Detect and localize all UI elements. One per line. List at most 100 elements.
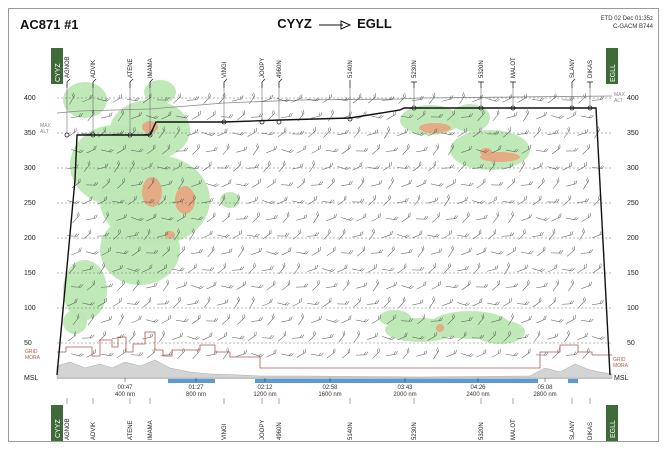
wind-barb-icon — [145, 250, 159, 254]
wind-barb-icon — [532, 97, 545, 101]
wind-barb-icon — [72, 313, 80, 326]
wind-barb-icon — [577, 129, 589, 136]
wind-barb-icon — [71, 113, 83, 118]
waypoint-fork-icon — [92, 78, 97, 88]
wind-barb-icon — [206, 350, 218, 357]
wind-barb-icon — [281, 316, 293, 323]
waypoint-box-bottom: CYYZ — [51, 405, 63, 441]
wind-barb-icon — [158, 126, 166, 139]
turbulence-moderate-area — [436, 324, 444, 332]
wind-barb-icon — [281, 353, 294, 357]
wind-barb-icon — [142, 162, 153, 171]
wind-barb-icon — [101, 316, 113, 323]
wind-barb-icon — [352, 231, 364, 238]
wind-barb-icon — [397, 128, 408, 136]
wind-barb-icon — [387, 245, 395, 257]
wind-barb-icon — [550, 249, 564, 254]
wind-barb-icon — [552, 177, 560, 190]
wind-barb-icon — [326, 348, 336, 359]
wind-barb-icon — [237, 245, 245, 258]
wind-barb-icon — [126, 301, 140, 305]
wind-barb-icon — [448, 245, 454, 258]
waypoint-label-top: AGNOB — [65, 56, 71, 78]
wind-barb-icon — [400, 318, 414, 322]
altitude-label-right: 400 — [627, 95, 639, 102]
wind-barb-icon — [86, 214, 98, 221]
waypoint-fork-icon — [571, 78, 576, 88]
water-segment — [255, 379, 538, 383]
wind-barb-icon — [564, 330, 570, 343]
wind-barb-icon — [277, 196, 288, 205]
wind-barb-icon — [386, 110, 396, 120]
wind-barb-icon — [311, 352, 324, 356]
wind-barb-icon — [576, 198, 589, 203]
wind-barb-icon — [533, 126, 541, 138]
wind-barb-icon — [508, 313, 514, 326]
route-title: CYYZ EGLL — [0, 16, 669, 31]
wind-barb-icon — [547, 129, 559, 136]
wind-barb-icon — [308, 330, 316, 342]
waypoint-label-top: IMAMA — [148, 58, 154, 78]
wind-barb-icon — [398, 296, 406, 308]
wind-barb-icon — [535, 352, 549, 356]
distance-label: 1600 nm — [318, 392, 341, 398]
wind-barb-icon — [307, 301, 320, 305]
wind-barb-icon — [445, 215, 458, 220]
wind-barb-icon — [517, 195, 527, 205]
wind-barb-icon — [447, 143, 455, 156]
wind-barb-icon — [427, 331, 437, 341]
wind-barb-icon — [266, 178, 276, 189]
wind-barb-icon — [491, 145, 502, 154]
wind-barb-icon — [266, 214, 278, 220]
wind-barb-icon — [583, 177, 589, 190]
wind-barb-icon — [337, 195, 347, 206]
wind-barb-icon — [281, 247, 292, 256]
wind-barb-icon — [428, 263, 436, 274]
wind-barb-icon — [114, 160, 120, 173]
wind-barb-icon — [357, 177, 365, 190]
wind-barb-icon — [562, 231, 574, 238]
wind-barb-icon — [246, 164, 259, 169]
wind-barb-icon — [162, 279, 170, 292]
water-segment — [568, 379, 578, 383]
wind-barb-icon — [251, 317, 263, 322]
wind-barb-icon — [218, 194, 226, 207]
wind-barb-icon — [113, 228, 121, 240]
wind-barb-icon — [471, 334, 485, 339]
wind-barb-icon — [326, 213, 337, 221]
wind-barb-icon — [561, 300, 575, 305]
wind-barb-icon — [338, 330, 346, 343]
wind-barb-icon — [367, 263, 377, 273]
wind-barb-icon — [171, 198, 185, 203]
wind-barb-icon — [281, 149, 294, 153]
wind-barb-icon — [129, 160, 135, 173]
wind-barb-icon — [206, 110, 216, 121]
waypoint-box-bottom: EGLL — [606, 405, 618, 441]
wind-barb-icon — [281, 112, 293, 119]
wind-barb-icon — [487, 196, 498, 205]
wind-barb-icon — [233, 194, 241, 207]
wind-barb-icon — [491, 251, 504, 255]
waypoint-label-bottom: ATENE — [128, 420, 134, 440]
wind-barb-icon — [342, 279, 350, 292]
wind-barb-icon — [176, 318, 189, 322]
waypoint-fork-icon — [129, 78, 134, 88]
wind-barb-icon — [161, 217, 174, 221]
wind-barb-icon — [97, 163, 109, 170]
wind-barb-icon — [161, 314, 171, 324]
wind-barb-icon — [191, 216, 204, 220]
wind-barb-icon — [442, 229, 452, 239]
wind-barb-icon — [322, 268, 335, 272]
waypoint-label-top: DIKAS — [588, 60, 594, 78]
wind-barb-icon — [341, 217, 354, 221]
wind-barb-icon — [460, 113, 473, 118]
wind-barb-icon — [521, 250, 534, 254]
wind-barb-icon — [371, 314, 381, 324]
wind-barb-icon — [247, 127, 257, 137]
wind-barb-icon — [416, 179, 427, 188]
origin-code: CYYZ — [277, 16, 312, 31]
wind-barb-icon — [547, 333, 559, 340]
wind-barb-icon — [517, 93, 527, 103]
wind-barb-icon — [506, 352, 519, 356]
